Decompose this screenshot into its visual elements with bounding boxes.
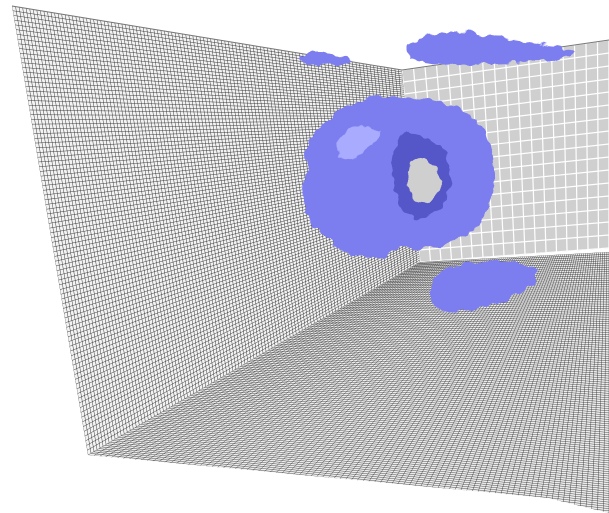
isosurface-blob-top (300, 32, 575, 66)
floor-mesh (88, 252, 609, 513)
isosurface-blob-main (303, 96, 494, 258)
isosurface-blob-floor (430, 260, 538, 312)
left-wall-mesh (12, 6, 420, 455)
